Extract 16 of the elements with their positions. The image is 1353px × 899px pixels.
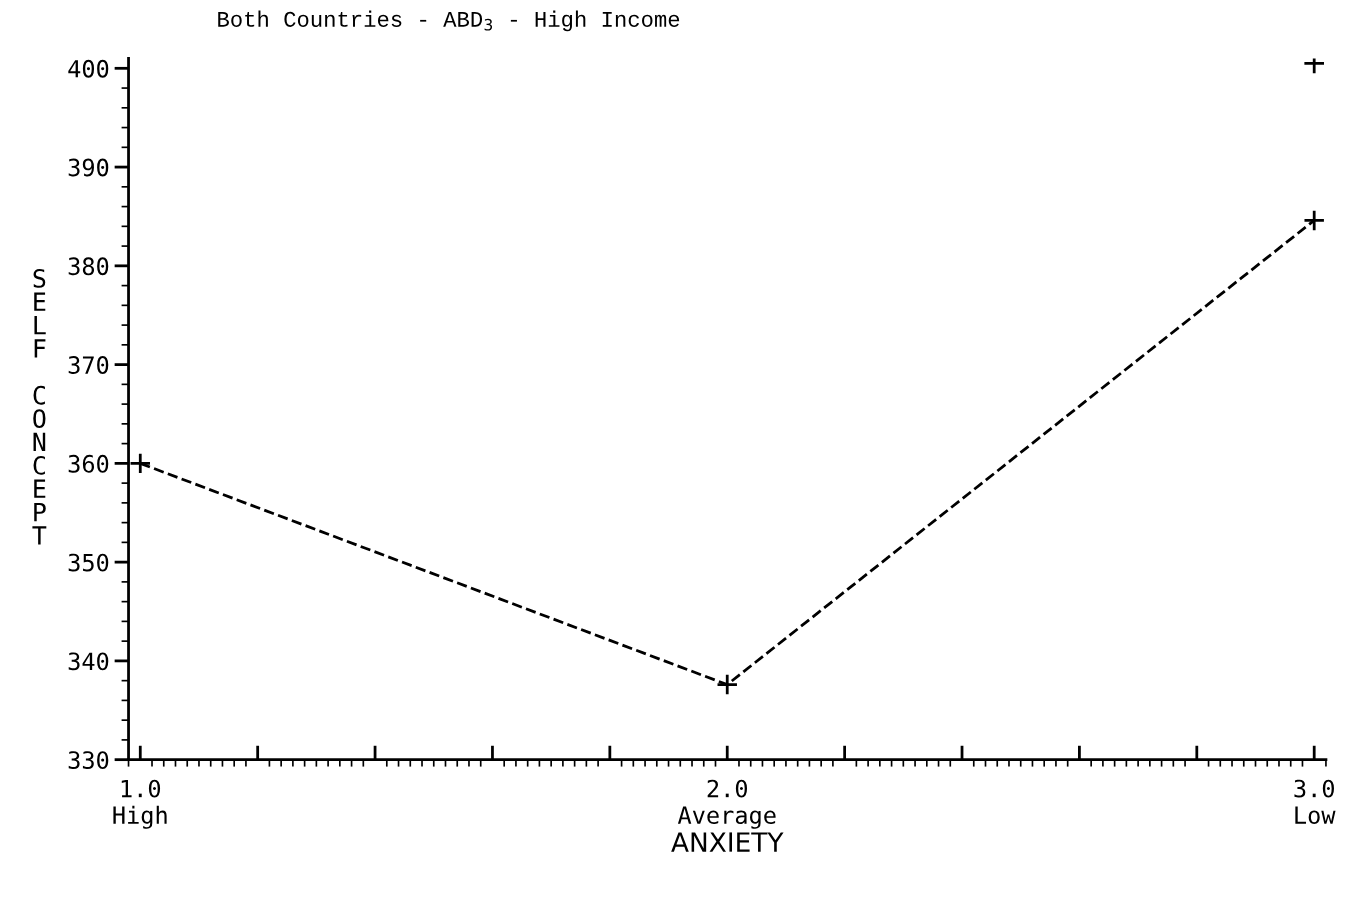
y-tick-label: 330	[68, 751, 109, 770]
y-tick-label: 400	[68, 59, 109, 78]
y-tick-label: 350	[68, 553, 109, 572]
point	[1303, 209, 1326, 232]
chart-title: Both Countries - ABD$_{3}$ - High Income	[218, 10, 680, 32]
x-tick-label: 2.0 Average	[677, 779, 776, 829]
x-tick-label: 1.0 High	[113, 779, 167, 829]
y-tick-label: 340	[68, 652, 109, 671]
y-tick-label: 380	[68, 257, 109, 276]
y-tick-label: 390	[68, 158, 109, 177]
y-tick-label: 370	[68, 356, 109, 374]
x-axis-title: ANXIETY	[671, 832, 784, 852]
x-tick-label: 3.0 Low	[1294, 779, 1336, 825]
y-tick-label: 360	[68, 454, 109, 473]
text: SELF CONCEPT	[32, 268, 47, 545]
point	[716, 673, 739, 696]
